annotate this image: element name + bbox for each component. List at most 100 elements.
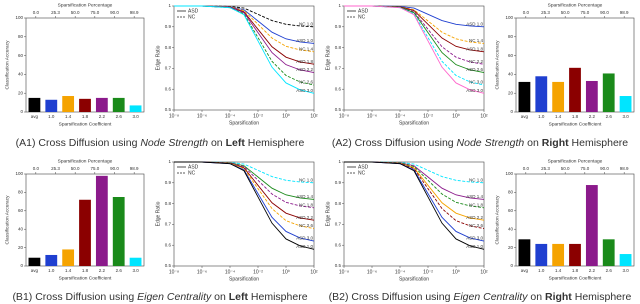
y-tick-label: 20 <box>508 90 514 95</box>
series-label: NC 2.6 <box>469 223 484 228</box>
x-tick-label: 2.6 <box>116 114 123 119</box>
x-axis-label: Sparsification <box>399 120 429 126</box>
y-tick-label: 100 <box>505 171 513 176</box>
y-tick-label: 0.6 <box>165 242 172 247</box>
series-label: NC 1.4 <box>469 38 484 43</box>
y-tick-label: 100 <box>15 171 23 176</box>
x-tick-label: 10⁻² <box>253 113 263 119</box>
x-tick-label: avg <box>521 268 529 273</box>
y-tick-label: 0.7 <box>335 222 342 227</box>
top-tick-label: 90.0 <box>110 166 119 171</box>
bar <box>62 96 75 112</box>
y-tick-label: 60 <box>508 53 514 58</box>
y-tick-label: 40 <box>508 72 514 77</box>
x-tick-label: 10⁻⁶ <box>367 113 377 119</box>
top-tick-label: 75.0 <box>90 166 99 171</box>
series-label: NC 2.6 <box>299 223 314 228</box>
y-tick-label: 0.5 <box>335 263 342 268</box>
legend-label: NC <box>358 14 366 20</box>
top-tick-label: 75.0 <box>580 10 589 15</box>
top-tick-label: 98.9 <box>620 166 629 171</box>
caption-part: Left <box>229 291 249 303</box>
caption-part: Right <box>542 137 569 149</box>
bar <box>79 98 91 112</box>
top-tick-label: 50.0 <box>71 10 80 15</box>
x-tick-label: 1.8 <box>572 114 579 119</box>
series-label: NC 1.0 <box>469 177 484 182</box>
x-tick-label: 10⁻⁶ <box>197 113 207 119</box>
x-tick-label: avg <box>31 268 39 273</box>
bar <box>28 257 41 266</box>
top-axis-label: Sparsification Percentage <box>548 158 603 164</box>
y-axis-label: Edge Ratio <box>325 201 331 226</box>
y-tick-label: 0.5 <box>165 263 172 268</box>
plot-frame <box>343 161 485 267</box>
y-tick-label: 80 <box>18 190 24 195</box>
top-tick-label: 25.3 <box>541 166 550 171</box>
y-tick-label: 0.9 <box>335 180 342 185</box>
y-axis-label: Classification Accuracy <box>4 195 10 245</box>
x-tick-label: 2.6 <box>606 114 613 119</box>
y-tick-label: 40 <box>508 226 514 231</box>
series-label: ASD 2.2 <box>296 67 313 72</box>
x-tick-label: 10⁻⁴ <box>395 113 405 119</box>
caption-part: on <box>211 291 229 303</box>
bar <box>602 239 615 266</box>
series-label: NC 1.4 <box>299 46 314 51</box>
x-tick-label: 1.4 <box>65 268 72 273</box>
legend-label: NC <box>188 14 196 20</box>
x-tick-label: 2.2 <box>99 268 106 273</box>
bar <box>79 199 91 266</box>
y-tick-label: 0 <box>20 109 23 114</box>
bar <box>552 243 565 266</box>
caption: (A1) Cross Diffusion using Node Strength… <box>16 137 305 149</box>
y-tick-label: 60 <box>18 53 24 58</box>
x-tick-label: 1.0 <box>538 268 545 273</box>
caption-part: Right <box>545 291 572 303</box>
x-tick-label: 10⁻⁶ <box>367 269 377 275</box>
top-tick-label: 90.0 <box>600 166 609 171</box>
caption-part: Hemisphere <box>572 291 632 303</box>
bar <box>112 197 125 266</box>
top-tick-label: 50.0 <box>561 10 570 15</box>
x-tick-label: 3.0 <box>622 268 629 273</box>
y-tick-label: 0.7 <box>165 66 172 71</box>
top-tick-label: 25.3 <box>51 10 60 15</box>
y-tick-label: 0.8 <box>335 201 342 206</box>
bar <box>129 257 142 266</box>
y-tick-label: 20 <box>508 245 514 250</box>
y-axis-label: Classification Accuracy <box>494 195 500 245</box>
top-axis-label: Sparsification Percentage <box>58 158 113 164</box>
legend-label: NC <box>358 170 366 176</box>
x-tick-label: 1.0 <box>538 114 545 119</box>
x-axis-label: Sparsification Coefficient <box>59 121 112 127</box>
y-tick-label: 100 <box>505 15 513 20</box>
y-tick-label: 0 <box>510 109 513 114</box>
x-tick-label: 10² <box>310 269 318 275</box>
x-tick-label: 10² <box>480 113 488 119</box>
bar <box>585 80 598 112</box>
y-tick-label: 0.8 <box>165 45 172 50</box>
caption-part: Eigen Centrality <box>453 291 528 303</box>
x-tick-label: 2.2 <box>589 268 596 273</box>
x-tick-label: 1.0 <box>48 268 55 273</box>
x-tick-label: 10⁻⁴ <box>225 269 235 275</box>
bar <box>585 185 598 266</box>
x-tick-label: avg <box>521 114 529 119</box>
y-tick-label: 60 <box>18 208 24 213</box>
bar <box>602 73 615 112</box>
caption: (A2) Cross Diffusion using Node Strength… <box>332 137 628 149</box>
caption-part: Hemisphere <box>248 291 308 303</box>
bar <box>619 254 632 266</box>
top-tick-label: 90.0 <box>600 10 609 15</box>
x-tick-label: 10⁻² <box>253 269 263 275</box>
x-tick-label: 1.8 <box>572 268 579 273</box>
series-label: NC 2.6 <box>299 80 314 85</box>
x-tick-label: 10² <box>310 113 318 119</box>
series-label: ASD 1.4 <box>466 194 483 199</box>
y-tick-label: 0.8 <box>165 201 172 206</box>
caption: (B2) Cross Diffusion using Eigen Central… <box>329 291 632 303</box>
y-tick-label: 40 <box>18 72 24 77</box>
x-tick-label: 10⁻⁴ <box>225 113 235 119</box>
series-label: ASD 1.0 <box>466 244 483 249</box>
